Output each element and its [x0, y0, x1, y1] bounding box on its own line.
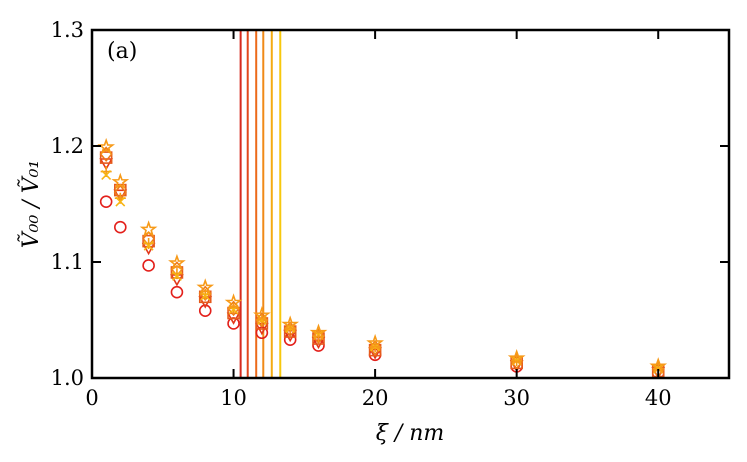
data-point-circle [114, 220, 127, 234]
data-point-star [196, 278, 215, 296]
y-axis-label: Ṽ₀₀ / Ṽ₀₁ [16, 160, 44, 248]
data-point-diamond [311, 328, 326, 345]
series-7 [97, 137, 668, 374]
series-1 [99, 195, 665, 378]
data-point-cross [115, 196, 126, 207]
data-points [97, 137, 668, 378]
vertical-lines [239, 30, 282, 378]
data-point-star [97, 137, 116, 155]
data-point-star [309, 323, 328, 341]
series-6 [101, 170, 664, 374]
x-tick-label: 10 [220, 386, 247, 410]
series-2 [99, 158, 666, 378]
y-tick-label: 1.3 [51, 18, 84, 42]
data-point-star [507, 348, 526, 366]
data-point-circle [99, 195, 113, 208]
y-tick-label: 1.1 [51, 250, 84, 274]
data-point-circle [283, 333, 297, 347]
data-point-star [111, 172, 130, 190]
data-point-star [168, 253, 186, 271]
data-point-star [366, 333, 384, 351]
data-point-cross [143, 240, 154, 251]
x-tick-label: 20 [362, 386, 389, 410]
data-point-cross [101, 170, 112, 180]
data-point-plus [143, 237, 155, 249]
y-tick-label: 1.0 [51, 366, 84, 390]
tick-labels: 0 10 20 30 40 1.0 1.1 1.2 1.3 [51, 18, 672, 410]
series-5 [100, 166, 664, 375]
data-point-star [224, 293, 243, 311]
plot-frame [90, 28, 731, 380]
data-point-circle [142, 259, 155, 272]
data-point-circle [198, 304, 212, 318]
data-point-cross [171, 270, 182, 281]
data-point-star [281, 315, 300, 333]
data-point-star [139, 220, 158, 238]
series-4 [99, 146, 665, 378]
data-point-star [253, 306, 271, 323]
data-point-square [99, 151, 113, 164]
x-tick-label: 40 [645, 386, 672, 410]
y-tick-label: 1.2 [51, 134, 84, 158]
x-tick-label: 0 [85, 386, 98, 410]
x-tick-label: 30 [503, 386, 530, 410]
series-3 [99, 151, 665, 378]
x-axis-label: ξ / nm [376, 421, 445, 446]
data-point-circle [170, 285, 184, 299]
data-point-plus [171, 268, 183, 280]
axis-ticks [91, 29, 729, 379]
data-point-triangle-down [99, 158, 114, 171]
panel-label: (a) [107, 39, 137, 64]
data-point-diamond [510, 353, 524, 370]
